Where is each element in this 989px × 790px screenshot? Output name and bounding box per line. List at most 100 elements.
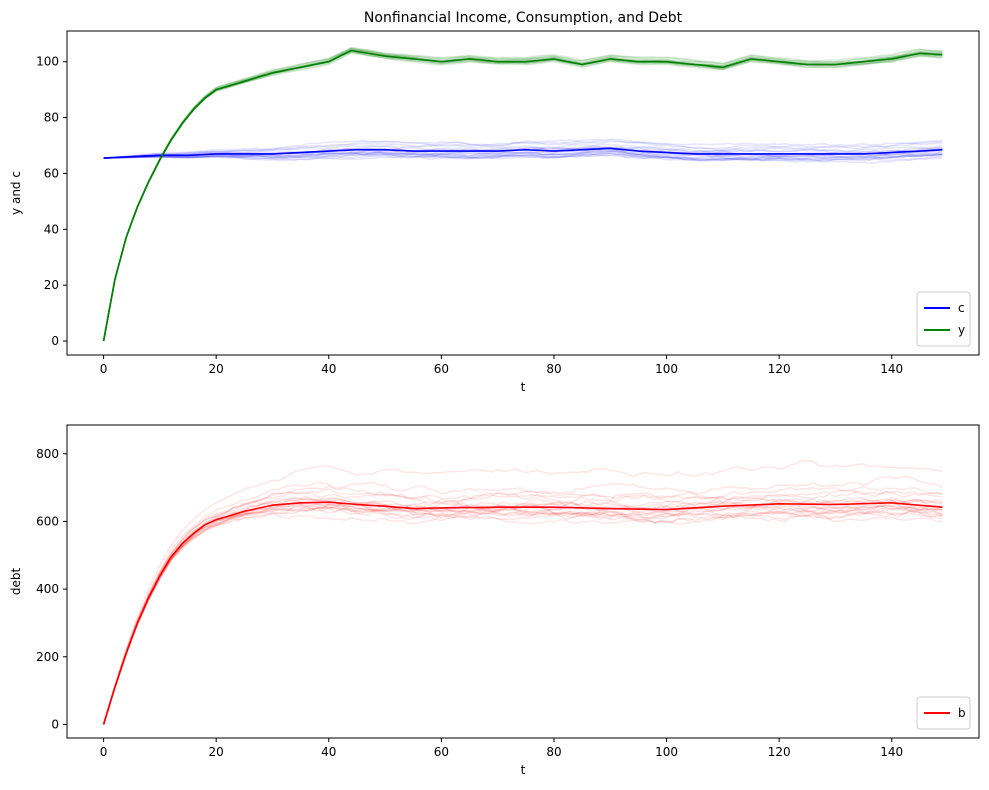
chart-title: Nonfinancial Income, Consumption, and De…: [364, 10, 683, 26]
sample-path-c: [103, 152, 943, 161]
sample-path-c: [103, 140, 943, 159]
sample-path-y: [102, 52, 943, 342]
sample-path-b: [102, 498, 943, 725]
sample-path-c: [103, 152, 943, 161]
sample-path-y: [102, 48, 943, 342]
sample-path-y: [102, 50, 943, 342]
sample-path-y: [102, 48, 943, 342]
y-tick-label: 60: [44, 166, 59, 180]
sample-path-y: [102, 47, 943, 342]
legend-label-c: c: [958, 301, 965, 315]
series-line-b: [102, 501, 943, 725]
y-tick-label: 80: [44, 111, 59, 125]
axes-frame: [66, 424, 980, 739]
sample-path-b: [102, 488, 943, 725]
sample-path-y: [102, 46, 943, 342]
sample-path-b: [102, 503, 943, 725]
y-tick-label: 0: [51, 717, 59, 731]
sample-path-y: [102, 46, 943, 342]
y-tick-label: 100: [36, 55, 59, 69]
sample-path-b: [102, 497, 943, 725]
plot-area: [102, 459, 943, 725]
sample-path-b: [102, 485, 943, 725]
y-tick-label: 40: [44, 222, 59, 236]
sample-path-y: [102, 49, 943, 342]
sample-path-c: [103, 138, 943, 159]
x-tick-label: 40: [321, 362, 336, 376]
legend-label-y: y: [958, 323, 965, 337]
sample-path-b: [102, 506, 943, 725]
sample-path-y: [102, 50, 943, 342]
y-tick-label: 0: [51, 334, 59, 348]
x-tick-label: 140: [880, 362, 903, 376]
sample-path-b: [102, 496, 943, 725]
x-tick-label: 40: [321, 745, 336, 759]
sample-path-c: [103, 152, 943, 162]
chart-debt: 0 20 40 60 80 100 120 140 0 200 400 600 800 t debt b: [9, 424, 980, 777]
sample-path-y: [102, 51, 943, 342]
x-tick-label: 140: [880, 745, 903, 759]
sample-path-b: [102, 500, 943, 725]
y-tick-label: 800: [36, 447, 59, 461]
x-tick-label: 120: [768, 362, 791, 376]
x-tick-label: 20: [209, 745, 224, 759]
axes-frame: [66, 30, 980, 356]
legend: cy: [916, 291, 971, 347]
sample-path-y: [102, 47, 943, 342]
sample-path-b: [102, 501, 943, 725]
sample-path-c: [103, 150, 943, 162]
legend: b: [916, 696, 971, 730]
x-tick-label: 0: [100, 745, 108, 759]
sample-path-c: [103, 149, 943, 159]
sample-path-y: [102, 52, 943, 342]
x-axis-label: t: [521, 380, 526, 394]
y-axis-label: debt: [9, 568, 23, 596]
x-tick-label: 120: [768, 745, 791, 759]
sample-path-b: [102, 495, 943, 725]
x-tick-label: 80: [546, 362, 561, 376]
sample-path-y: [102, 47, 943, 342]
sample-path-c: [103, 154, 943, 165]
sample-path-b: [102, 475, 943, 725]
x-tick-label: 0: [100, 362, 108, 376]
sample-path-y: [102, 49, 943, 342]
series-line-c: [103, 147, 943, 159]
plot-area: [102, 46, 943, 342]
sample-path-b: [102, 485, 943, 725]
sample-path-c: [103, 149, 943, 161]
sample-path-b: [102, 459, 943, 725]
y-tick-label: 20: [44, 278, 59, 292]
x-tick-label: 60: [434, 362, 449, 376]
sample-path-b: [102, 501, 943, 725]
sample-path-c: [103, 153, 943, 162]
sample-path-b: [102, 496, 943, 725]
sample-path-c: [103, 149, 943, 160]
y-axis-label: y and c: [9, 171, 23, 215]
x-tick-label: 100: [655, 745, 678, 759]
sample-path-b: [102, 505, 943, 725]
sample-path-b: [102, 502, 943, 725]
y-tick-label: 200: [36, 650, 59, 664]
sample-path-y: [102, 48, 943, 342]
y-tick-label: 600: [36, 514, 59, 528]
legend-label-b: b: [958, 706, 966, 720]
sample-path-y: [102, 51, 943, 342]
sample-path-c: [103, 144, 943, 159]
x-tick-label: 20: [209, 362, 224, 376]
series-line-y: [102, 49, 943, 342]
x-axis-label: t: [521, 763, 526, 777]
sample-path-y: [102, 50, 943, 342]
x-tick-label: 60: [434, 745, 449, 759]
x-tick-label: 100: [655, 362, 678, 376]
sample-path-b: [102, 513, 943, 725]
sample-path-c: [103, 143, 943, 159]
sample-path-b: [102, 503, 943, 725]
y-tick-label: 400: [36, 582, 59, 596]
sample-path-c: [103, 139, 943, 159]
sample-path-b: [102, 499, 943, 725]
sample-path-y: [102, 49, 943, 342]
sample-path-y: [102, 48, 943, 342]
sample-path-y: [102, 49, 943, 342]
x-tick-label: 80: [546, 745, 561, 759]
